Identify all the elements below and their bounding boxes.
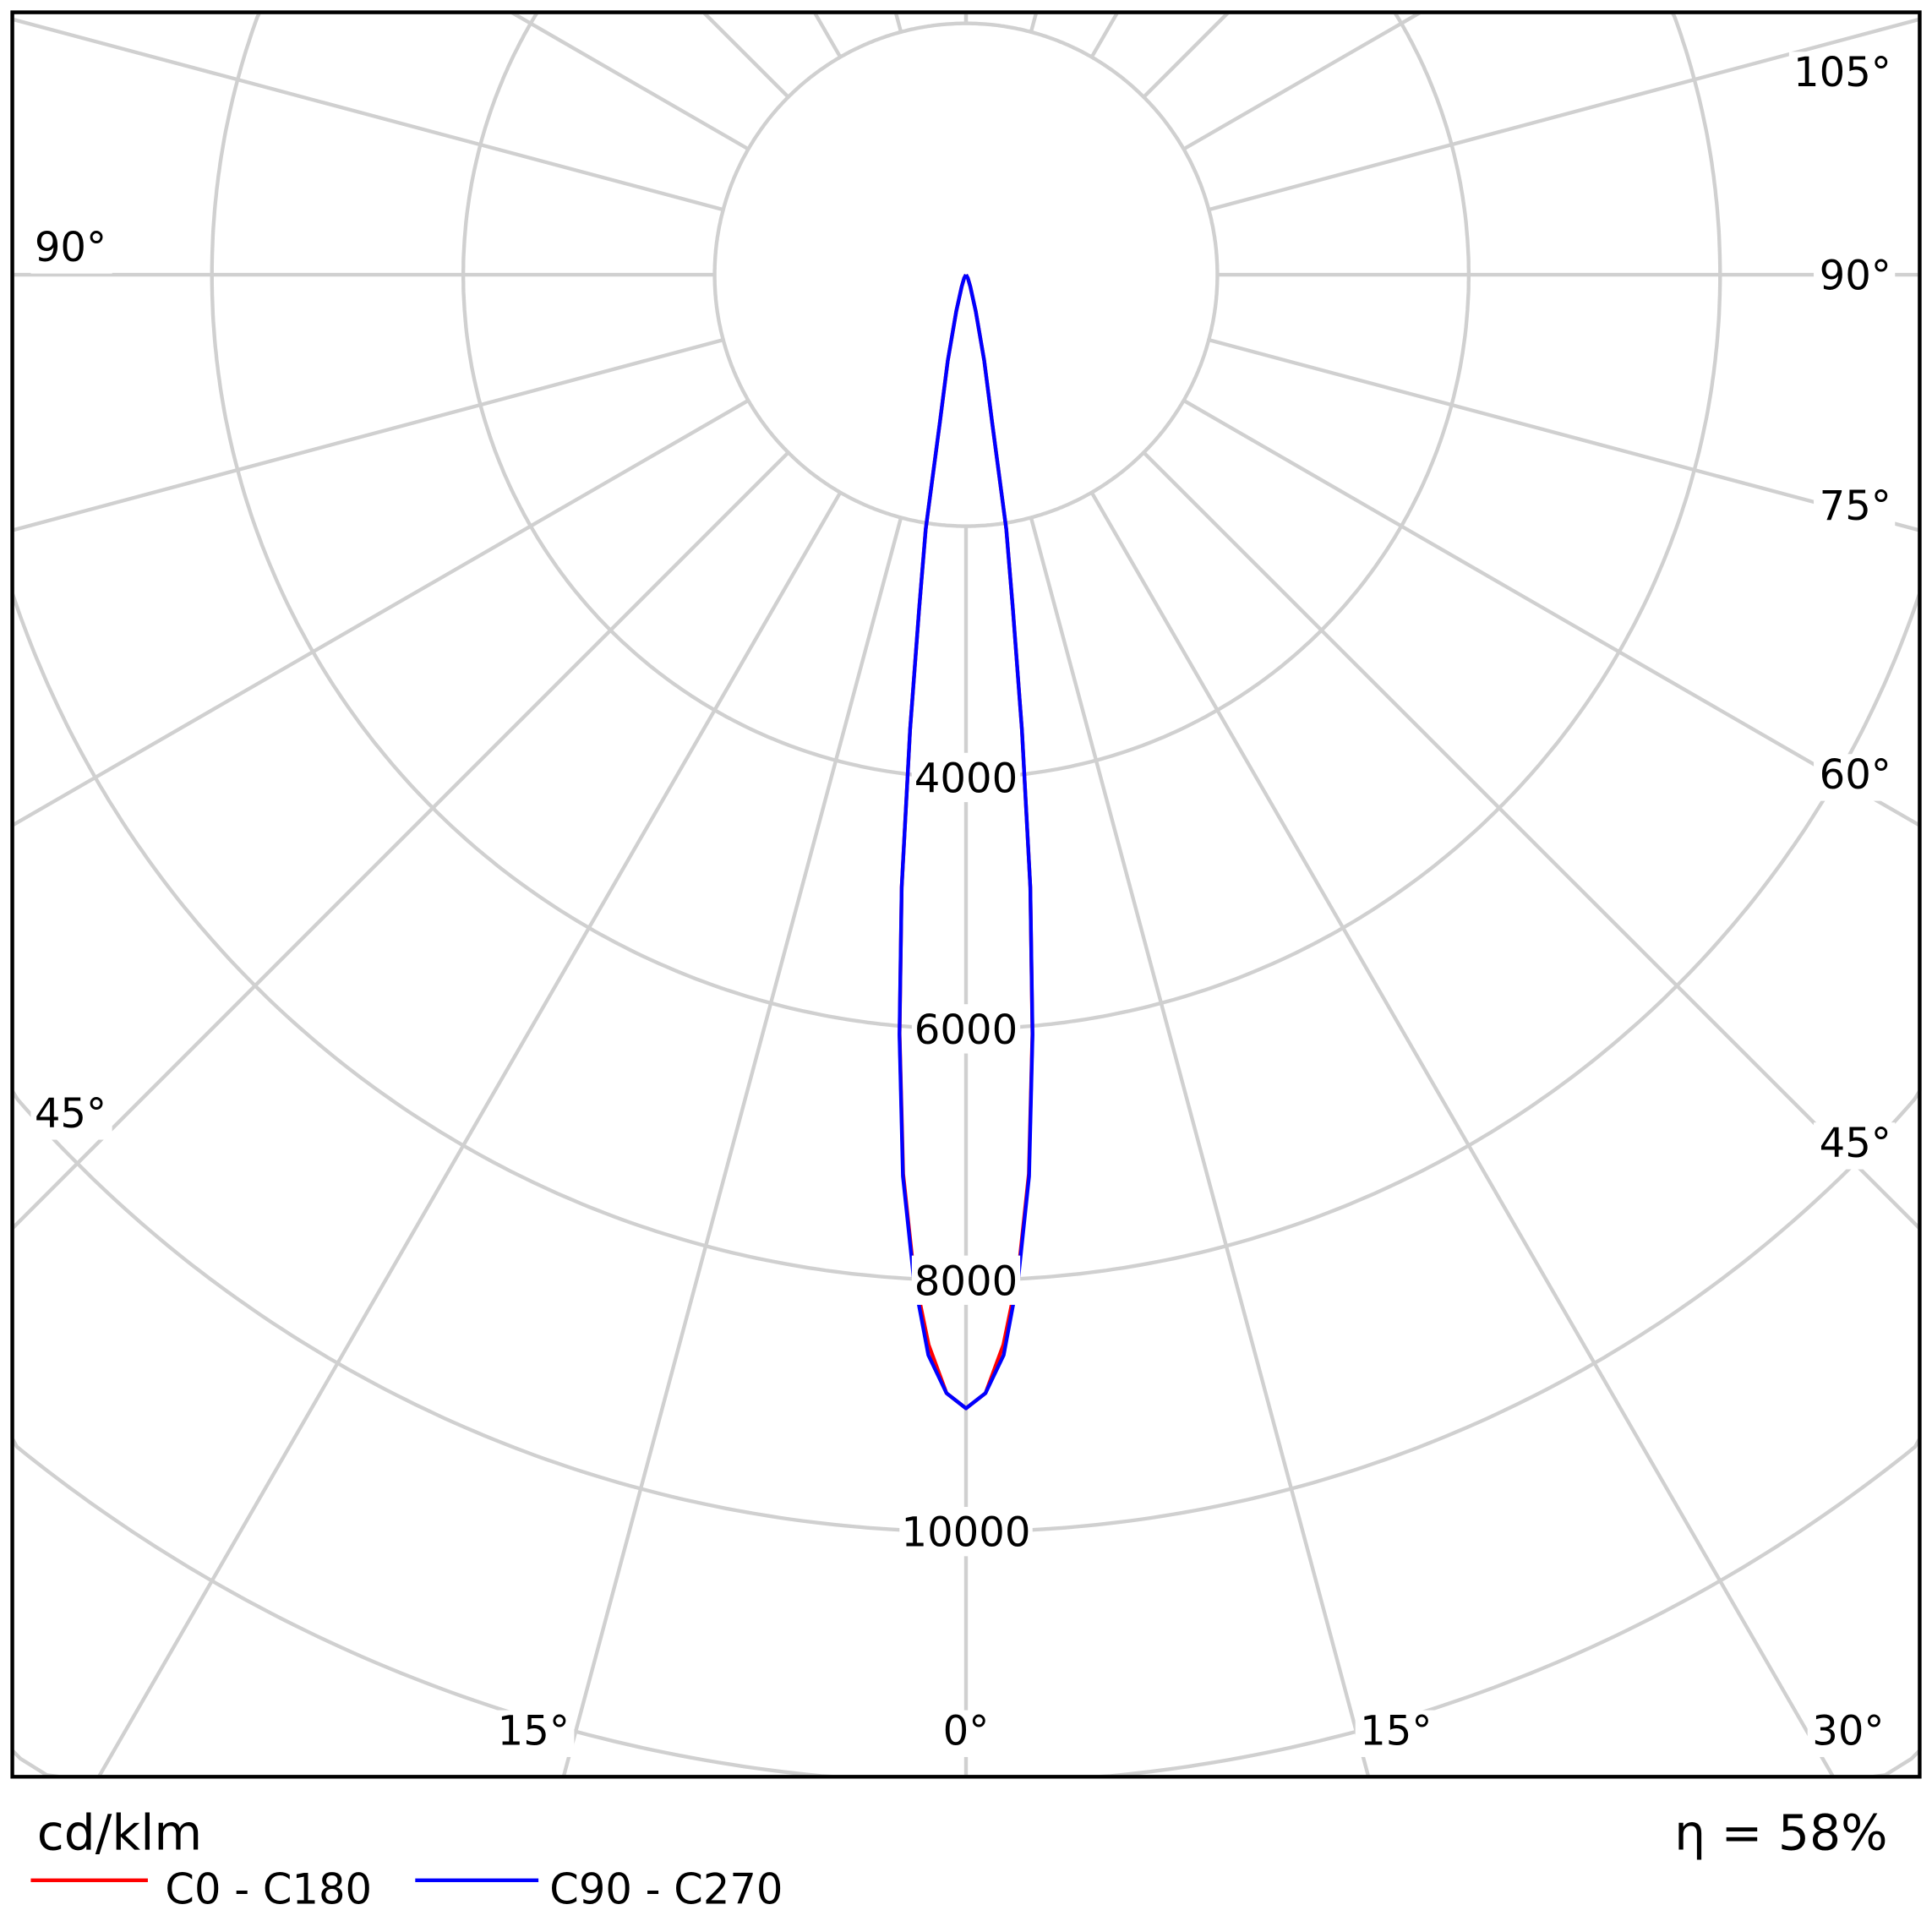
legend: C0 - C180 C90 - C270 — [30, 1864, 783, 1913]
unit-label: cd/klm — [37, 1804, 202, 1861]
angle-label: 45° — [35, 1090, 106, 1138]
grid-radial-line — [12, 17, 724, 212]
grid-radial-line — [1089, 491, 1835, 1778]
angle-label: 15° — [1360, 1707, 1432, 1755]
grid-radial-line — [510, 10, 750, 151]
radial-tick-label: 8000 — [914, 1258, 1018, 1305]
radial-label-bg — [911, 1004, 1021, 1054]
angle-label-bg — [30, 226, 112, 274]
grid-radial-line — [893, 12, 903, 33]
angle-label-bg — [1355, 1710, 1437, 1757]
angle-label-bg — [1814, 485, 1896, 532]
angle-label-bg — [1788, 52, 1896, 99]
legend-label-c0-c180: C0 - C180 — [165, 1864, 372, 1913]
grid-radial-line — [11, 398, 750, 827]
grid-radial-line — [1142, 11, 1231, 99]
grid-radial-line — [12, 337, 724, 532]
series-curve-1 — [898, 274, 1034, 1411]
grid-radial-line — [1208, 337, 1920, 532]
grid-radial-line — [1182, 10, 1422, 151]
angle-label: 45° — [1820, 1120, 1891, 1167]
radial-label-bg — [911, 752, 1021, 803]
angle-label-bg — [1814, 754, 1896, 801]
angle-label: 30° — [1812, 1707, 1884, 1755]
grid-radial-line — [1029, 516, 1371, 1777]
angle-label: 90° — [35, 224, 106, 271]
angle-label: 105° — [1793, 49, 1891, 96]
grid-radial-line — [1142, 450, 1921, 1231]
radial-tick-label: 6000 — [914, 1007, 1018, 1054]
radial-tick-label: 4000 — [914, 755, 1018, 802]
radial-tick-label: 10000 — [901, 1509, 1030, 1557]
angle-label-bg — [493, 1710, 575, 1757]
radial-tick-labels: 4000 6000 8000 10000 — [899, 752, 1033, 1557]
grid-radial-line — [97, 491, 843, 1778]
radial-label-bg — [911, 1255, 1021, 1305]
angle-label: 75° — [1820, 483, 1891, 530]
angle-label: 60° — [1820, 751, 1891, 799]
radial-label-bg — [899, 1507, 1033, 1557]
grid-radial-line — [1182, 398, 1921, 827]
plot-frame — [10, 10, 1922, 1779]
angle-label: 0° — [943, 1707, 990, 1755]
grid-radial-line — [561, 516, 903, 1777]
grid-radial-line — [812, 11, 843, 58]
grid-radial-line — [1208, 17, 1920, 212]
angle-label-bg — [1814, 254, 1896, 303]
grid-radial-line — [701, 11, 790, 99]
angle-label-bg — [1807, 1710, 1889, 1757]
legend-label-c90-c270: C90 - C270 — [549, 1864, 783, 1913]
grid-radial-line — [1029, 12, 1039, 33]
angle-label-bg — [937, 1710, 995, 1757]
angle-labels: 15° 0° 15° 30° 105° 90° 75° 60° 45° 90° 45° — [30, 49, 1896, 1757]
grid-radial-line — [1089, 11, 1120, 58]
intensity-curves — [898, 274, 1034, 1411]
angle-label: 90° — [1820, 253, 1891, 300]
angle-label: 15° — [498, 1707, 570, 1755]
grid-radial-line — [11, 450, 790, 1231]
efficiency-label: η = 58% — [1674, 1804, 1887, 1861]
angle-label-bg — [1814, 1122, 1896, 1170]
angle-label-bg — [30, 1093, 112, 1140]
